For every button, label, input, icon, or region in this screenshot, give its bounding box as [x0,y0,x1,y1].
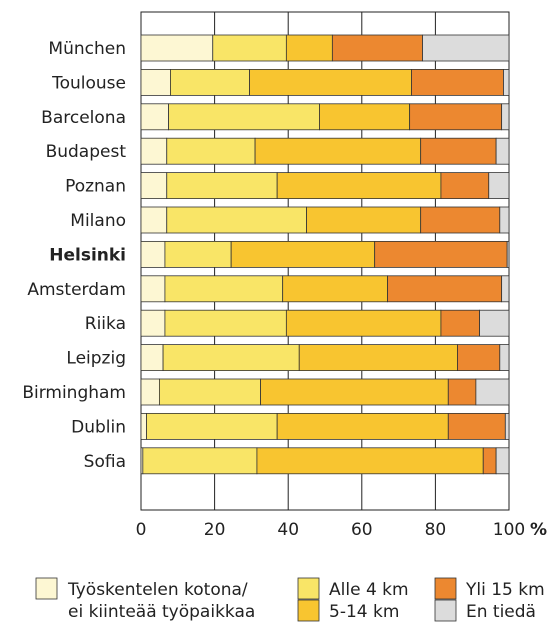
category-label: Milano [70,211,126,231]
bar-segment [319,103,411,131]
category-label: Helsinki [49,245,126,265]
bar-segment [276,412,449,440]
legend-swatch [297,599,320,622]
bar-segment [140,206,168,234]
category-label: Barcelona [41,108,126,128]
legend-label: En tiedä [466,602,536,622]
category-label: Toulouse [51,73,126,93]
bar-segment [164,240,232,268]
bar-segment [374,240,508,268]
bar-segment [501,275,510,303]
x-tick-label: 40 [277,520,299,540]
category-label: Sofia [84,452,126,472]
bar-segment [285,34,333,62]
bar-segment [501,103,510,131]
bar-segment [254,137,422,165]
legend-label: 5-14 km [329,602,399,622]
category-label: Amsterdam [27,280,126,300]
legend-swatch [35,577,58,600]
bar-segment [495,447,510,475]
bar-segment [140,344,164,372]
x-tick-label: 60 [351,520,373,540]
bar-segment [499,344,510,372]
legend-label: Alle 4 km [329,580,409,600]
bar-segment [495,137,510,165]
bar-segment [164,309,287,337]
category-label: München [48,39,126,59]
bar-segment [503,69,510,96]
bar-segment [168,103,320,131]
bar-segment [457,344,501,372]
x-tick-label: 80 [425,520,447,540]
bar-segment [146,412,278,440]
bar-segment [140,137,168,165]
bar-segment [140,378,160,406]
bar-segment [166,172,278,200]
bar-segment [420,137,497,165]
bar-segment [140,103,170,131]
category-label: Poznan [65,177,126,197]
bar-segment [260,378,449,406]
category-label: Budapest [46,142,127,162]
x-tick-label: 100 [493,520,525,540]
bar-segment [422,34,510,62]
legend-swatch [434,577,457,600]
bar-segment [158,378,261,406]
bar-segment [170,69,250,96]
bar-segment [276,172,442,200]
bar-segment [142,447,258,475]
bar-segment [475,378,510,406]
bar-segment [488,172,510,200]
bar-segment [285,309,442,337]
bar-segment [499,206,510,234]
bar-segment [140,412,147,440]
category-label: Riika [85,314,126,334]
bar-segment [249,69,412,96]
bar-segment [409,103,503,131]
category-label: Leipzig [66,349,126,369]
bar-segment [306,206,422,234]
bar-segment [140,309,166,337]
bar-segment [140,34,214,62]
x-tick-label: 20 [204,520,226,540]
bar-segment [482,447,497,475]
bar-segment [447,412,506,440]
category-label: Birmingham [22,383,126,403]
bar-segment [166,137,256,165]
bar-segment [298,344,458,372]
bar-segment [506,240,510,268]
category-label: Dublin [71,417,126,437]
bar-segment [504,412,510,440]
bar-segment [140,69,171,96]
legend-swatch [297,577,320,600]
legend-label: ei kiinteää työpaikkaa [68,602,255,622]
bar-segment [282,275,388,303]
bar-segment [164,275,284,303]
bar-segment [256,447,484,475]
bar-segment [230,240,376,268]
bar-segment [162,344,300,372]
legend-label: Yli 15 km [465,580,545,600]
bar-segment [440,309,480,337]
bar-segment [411,69,504,96]
bar-segment [479,309,510,337]
bar-segment [331,34,423,62]
bar-segment [140,240,166,268]
legend-label: Työskentelen kotona/ [67,580,248,600]
bar-segment [166,206,307,234]
x-tick-label: 0 [136,520,147,540]
bar-segment [387,275,503,303]
bar-segment [440,172,490,200]
bar-segment [212,34,287,62]
bar-segment [420,206,501,234]
x-unit-label: % [530,520,547,540]
bar-segment [140,172,168,200]
bar-segment [447,378,477,406]
bar-segment [140,275,166,303]
legend-swatch [434,599,457,622]
